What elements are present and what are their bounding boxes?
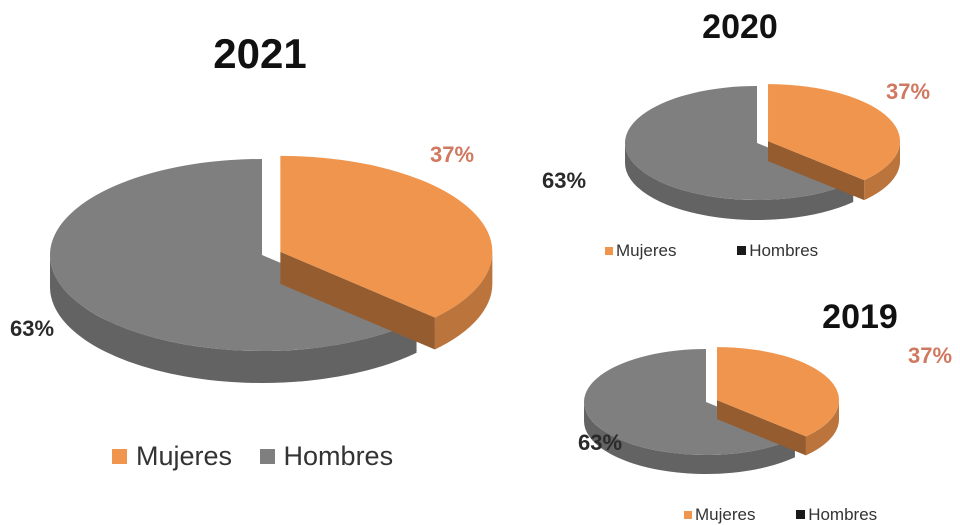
pie-slice-hombres (50, 159, 417, 383)
legend-item-hombres: Hombres (259, 441, 394, 472)
pie-side-wall (864, 141, 901, 201)
legend-label-hombres: Hombres (283, 441, 394, 471)
chart-legend: Mujeres Hombres (684, 504, 877, 525)
legend-label-mujeres: Mujeres (616, 241, 677, 260)
chart-title: 2020 (702, 8, 778, 46)
pie-plot: 37% 63% (578, 343, 952, 474)
pie-cut-face (717, 400, 806, 456)
pie-top-face (280, 155, 493, 318)
chart-title: 2019 (822, 298, 898, 336)
data-label-hombres: 63% (578, 430, 622, 455)
pie-chart-2021: 2021 37% 63% Mujeres Hombres (10, 30, 493, 472)
pie-chart-2020: 2020 37% 63% Mujeres Hombres (540, 0, 960, 270)
legend-item-hombres: Hombres (796, 505, 877, 525)
pie-plot: 37% 63% (542, 79, 930, 220)
legend-swatch-mujeres (605, 247, 613, 255)
pie-side-wall (50, 255, 417, 383)
legend-label-hombres: Hombres (808, 504, 878, 524)
pie-side-wall (434, 251, 493, 350)
pie-top-face (50, 159, 417, 351)
data-label-mujeres: 37% (430, 142, 474, 167)
pie-slice-mujeres (717, 347, 840, 456)
chart-title: 2021 (213, 30, 307, 77)
data-label-hombres: 63% (10, 316, 54, 341)
chart-legend: Mujeres Hombres (112, 440, 393, 472)
legend-item-mujeres: Mujeres (112, 441, 232, 472)
legend-label-mujeres: Mujeres (695, 505, 756, 524)
chart-legend: Mujeres Hombres (605, 240, 818, 261)
pie-side-wall (625, 143, 854, 220)
legend-swatch-hombres (737, 246, 747, 255)
data-label-mujeres: 37% (908, 343, 952, 368)
pie-slice-mujeres (280, 155, 493, 350)
legend-label-hombres: Hombres (749, 240, 819, 260)
legend-item-mujeres: Mujeres (605, 241, 676, 261)
pie-side-wall (584, 402, 795, 474)
legend-label-mujeres: Mujeres (136, 441, 233, 471)
legend-swatch-mujeres (684, 511, 692, 519)
pie-slice-mujeres (768, 84, 901, 201)
legend-swatch-mujeres (112, 449, 127, 464)
legend-swatch-hombres (259, 449, 275, 464)
legend-swatch-hombres (796, 510, 806, 519)
pie-cut-face (768, 141, 865, 201)
pie-cut-face (280, 251, 435, 350)
legend-item-mujeres: Mujeres (684, 505, 755, 525)
pie-chart-2019: 2019 37% 63% Mujeres Hombres (560, 290, 960, 525)
data-label-mujeres: 37% (886, 79, 930, 104)
legend-item-hombres: Hombres (737, 241, 818, 261)
data-label-hombres: 63% (542, 168, 586, 193)
pie-side-wall (805, 400, 840, 456)
pie-top-face (768, 84, 901, 181)
pie-plot: 37% 63% (10, 142, 493, 383)
pie-top-face (717, 347, 840, 437)
